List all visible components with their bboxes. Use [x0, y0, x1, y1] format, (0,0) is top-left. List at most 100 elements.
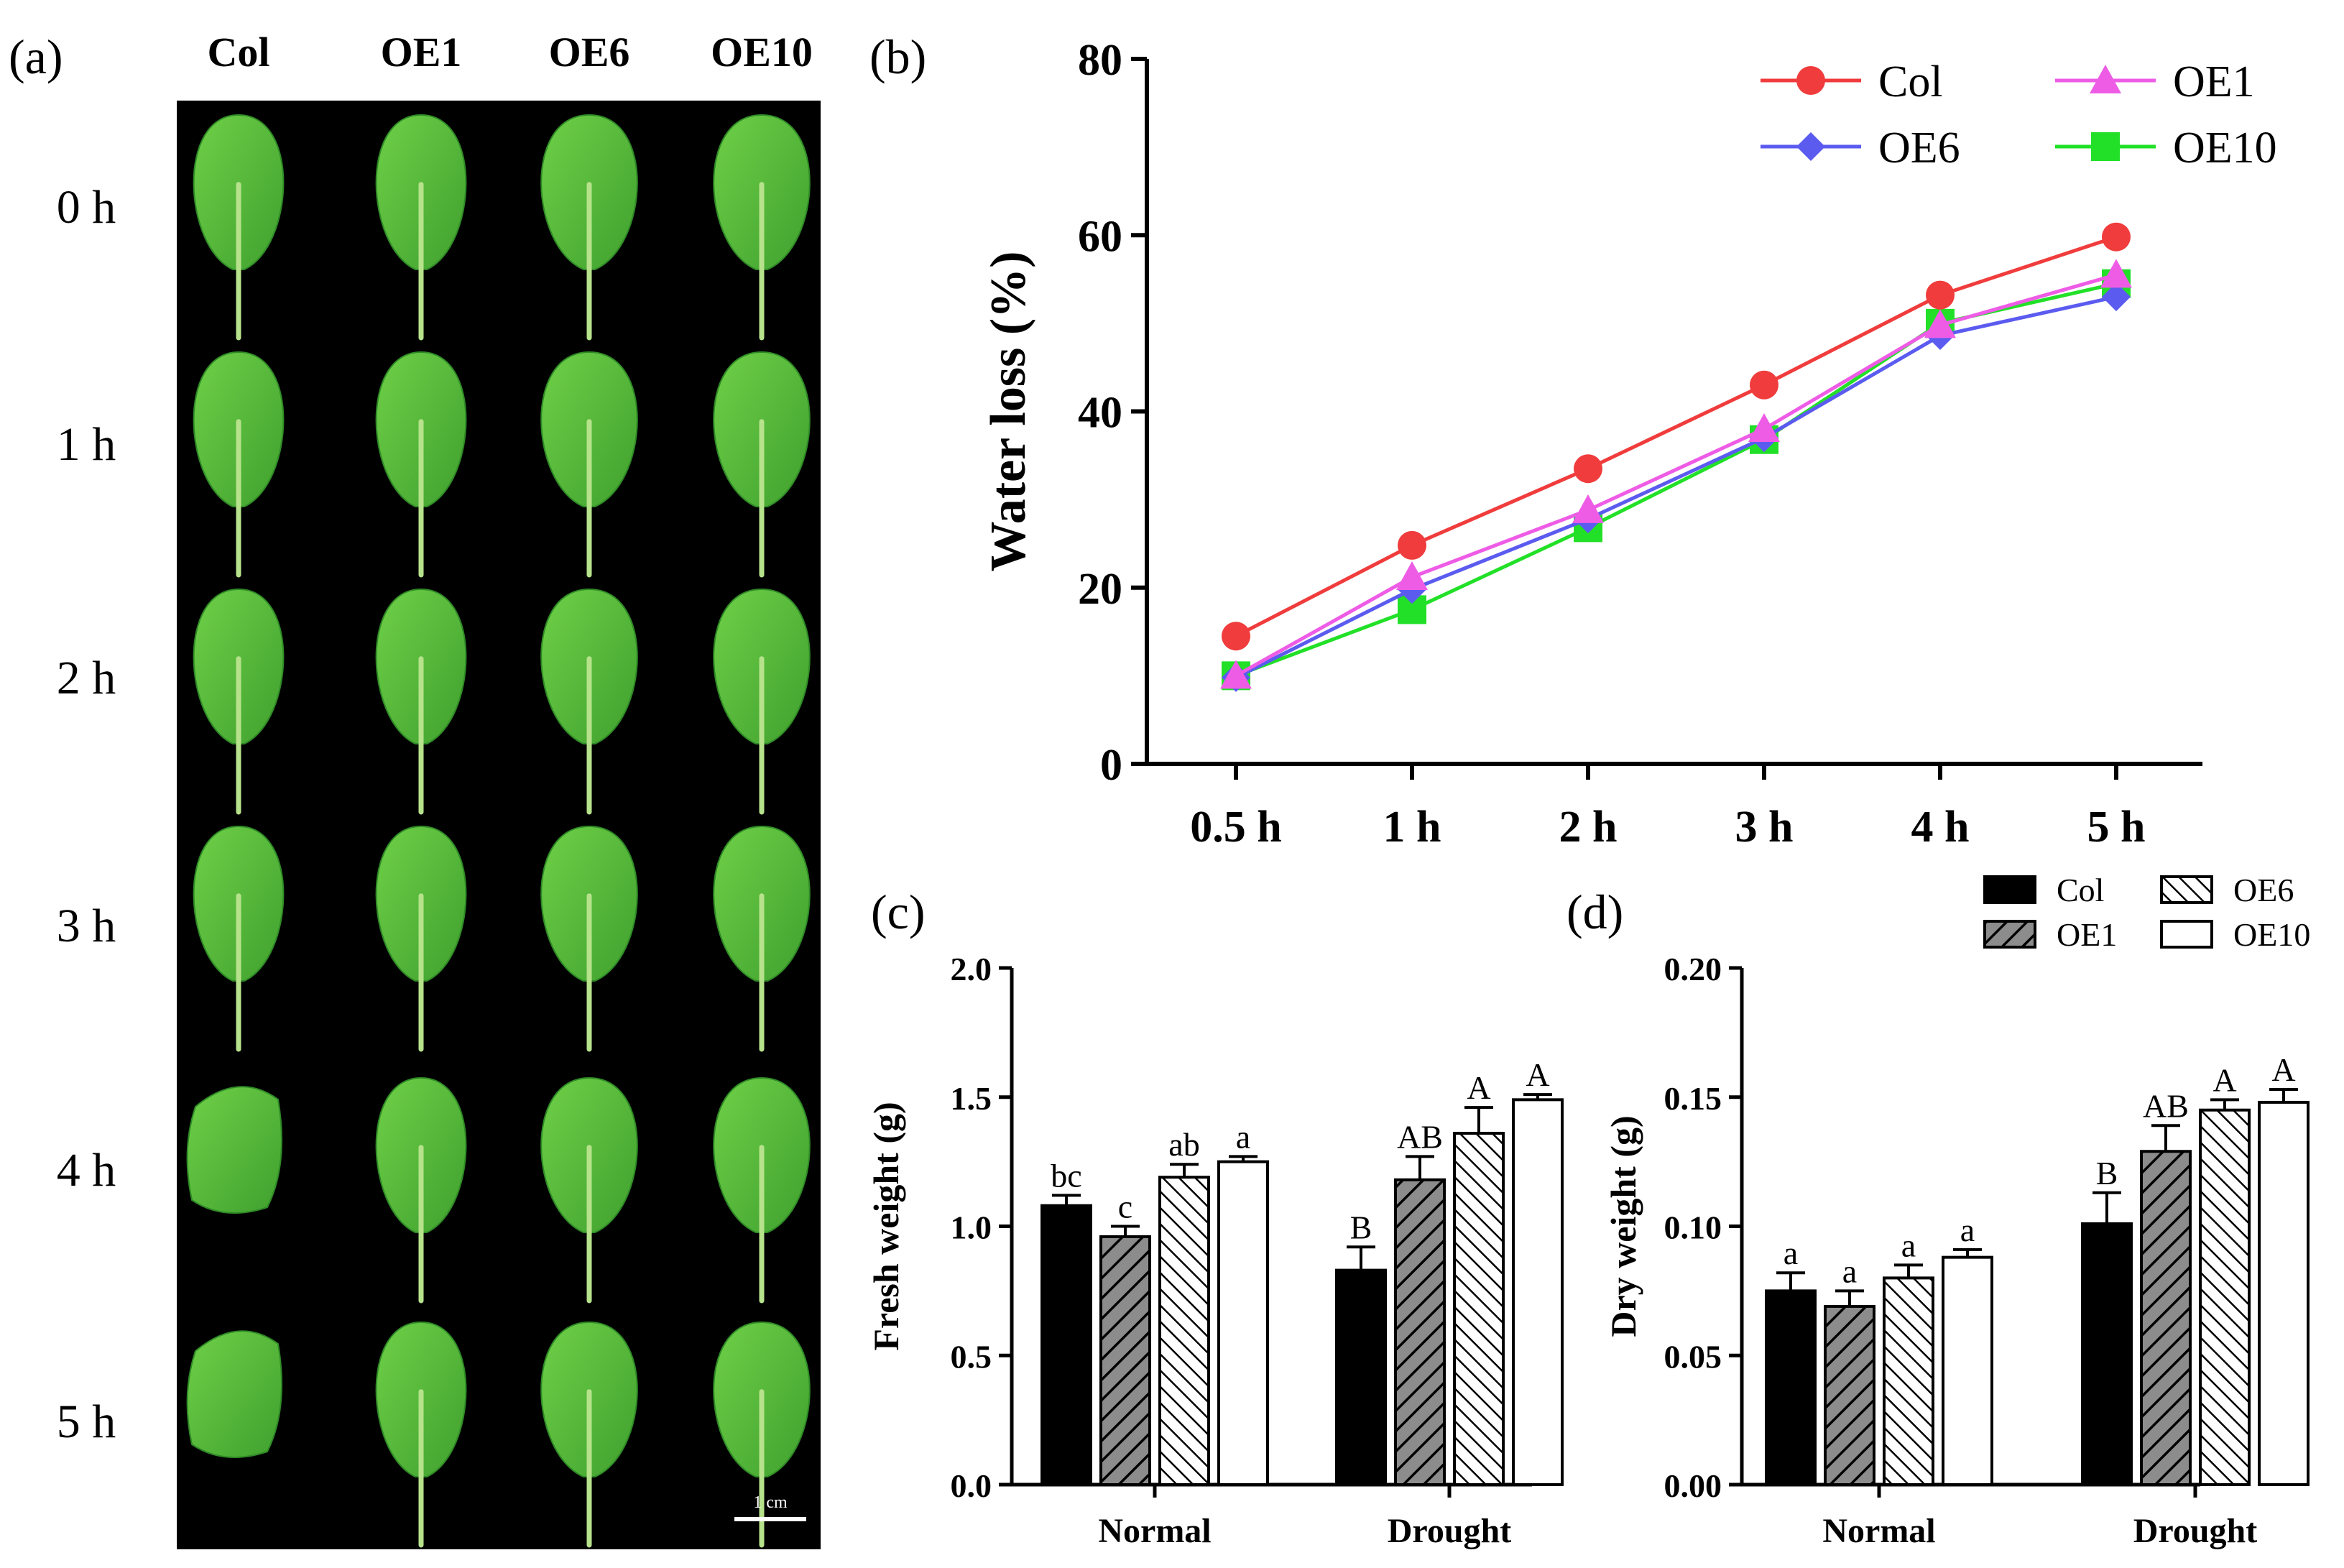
point-col-1	[1398, 530, 1426, 560]
leaf-photo-background	[177, 101, 821, 1549]
panel-c-bar-normal-oe10	[1217, 1160, 1269, 1486]
point-col-5	[2102, 222, 2131, 252]
series-line-oe1	[1235, 273, 2117, 678]
scale-bar-label: 1 cm	[753, 1493, 788, 1512]
panel-a-label: (a)	[9, 29, 63, 84]
panel-c-letter-0-2: ab	[1168, 1126, 1199, 1163]
panel-d-bar-normal-oe6	[1883, 1276, 1934, 1487]
panel-b-xtick-label-5: 5 h	[2087, 803, 2146, 852]
panel-d-bar-normal-col	[1765, 1289, 1817, 1486]
panel-c-bar-drought-oe1	[1394, 1178, 1446, 1487]
panel-d-bar-drought-col	[2081, 1222, 2133, 1487]
panel-c-bar-normal-col	[1041, 1204, 1092, 1486]
series-line-oe6	[1235, 295, 2117, 680]
point-oe1-3	[1748, 413, 1780, 443]
panel-b-ytick-label-2: 40	[1078, 389, 1122, 438]
panel-d-ytick-label-0: 0.00	[1664, 1467, 1722, 1504]
panel-c-letter-0-3: a	[1236, 1118, 1250, 1155]
panel-b-ytick-label-1: 20	[1078, 565, 1122, 614]
panel-d-bar-normal-oe10	[1942, 1255, 1993, 1486]
panel-d-letter-1-0: B	[2096, 1155, 2118, 1191]
panel-c-y-axis-title: Fresh weight (g)	[866, 1102, 906, 1350]
bar-legend: Col OE1 OE6 OE10	[1983, 872, 2310, 953]
series-line-col	[1235, 235, 2117, 638]
bar-legend-label-col: Col	[2057, 872, 2104, 908]
legend-label-oe10: OE10	[2173, 124, 2277, 172]
panel-c-letter-1-2: A	[1467, 1069, 1490, 1106]
row-label-5: 5 h	[57, 1396, 116, 1448]
point-oe1-2	[1572, 494, 1604, 523]
panel-c-fresh-weight-chart: (c) 0.0 0.5 1.0 1.5 2.0 Fresh weight (g) Normal…	[866, 885, 1564, 1550]
panel-d-bar-normal-oe1	[1824, 1304, 1875, 1486]
bar-legend-label-oe10: OE10	[2233, 916, 2310, 953]
panel-d-ytick-label-4: 0.20	[1664, 951, 1722, 987]
panel-b-xtick-label-3: 3 h	[1735, 803, 1794, 852]
panel-d-letter-0-1: a	[1842, 1253, 1857, 1289]
leaf-0-5	[186, 1330, 282, 1458]
bar-legend-swatch-oe10	[2160, 920, 2213, 949]
panel-c-ytick-label-3: 1.5	[951, 1080, 992, 1117]
legend-label-oe1: OE1	[2173, 57, 2255, 106]
panel-d-ytick-label-1: 0.05	[1664, 1338, 1722, 1375]
panel-c-letter-0-1: c	[1118, 1189, 1132, 1225]
panel-d-category-normal: Normal	[1822, 1512, 1935, 1550]
leaf-grid	[186, 114, 811, 1548]
panel-c-category-normal: Normal	[1098, 1512, 1211, 1550]
point-oe1-1	[1396, 561, 1428, 591]
panel-b-xtick-label-1: 1 h	[1383, 803, 1441, 852]
panel-c-bar-drought-oe6	[1453, 1132, 1505, 1486]
row-label-1: 1 h	[57, 418, 116, 471]
point-oe1-4	[1924, 309, 1956, 338]
point-col-3	[1750, 370, 1778, 400]
panel-c-letter-0-0: bc	[1051, 1157, 1081, 1194]
column-label-oe1: OE1	[381, 29, 462, 75]
column-label-oe6: OE6	[549, 29, 630, 75]
panel-d-letter-0-2: a	[1901, 1227, 1916, 1263]
panel-d-dry-weight-chart: (d) 0.00 0.05 0.10 0.15 0.20 Dry weight (g) Nor…	[1566, 885, 2310, 1550]
point-col-0	[1222, 622, 1250, 651]
panel-c-category-drought: Drought	[1388, 1512, 1511, 1550]
panel-d-bar-drought-oe1	[2140, 1150, 2192, 1486]
panel-b-xtick-label-0: 0.5 h	[1190, 803, 1281, 852]
panel-b-ytick-label-0: 0	[1100, 741, 1122, 790]
panel-d-ytick-label-3: 0.15	[1664, 1080, 1722, 1117]
panel-c-letter-1-0: B	[1350, 1209, 1372, 1245]
panel-c-ytick-label-1: 0.5	[951, 1338, 992, 1375]
legend-marker-col	[1796, 66, 1825, 95]
panel-d-label: (d)	[1566, 885, 1623, 939]
row-label-0: 0 h	[57, 181, 116, 234]
panel-c-ytick-label-2: 1.0	[951, 1209, 992, 1246]
column-label-oe10: OE10	[711, 29, 813, 75]
panel-c-ytick-label-0: 0.0	[951, 1467, 992, 1504]
bar-legend-swatch-oe6	[2160, 875, 2213, 904]
panel-b-legend: Col OE1 OE6 OE10	[1761, 57, 2277, 172]
row-label-4: 4 h	[57, 1144, 116, 1196]
panel-d-category-drought: Drought	[2133, 1512, 2257, 1550]
panel-c-ytick-label-4: 2.0	[951, 951, 992, 987]
legend-marker-oe10	[2091, 132, 2120, 161]
panel-d-bar-drought-oe10	[2258, 1100, 2310, 1486]
panel-b-y-axis-title: Water loss (%)	[981, 252, 1036, 572]
point-col-2	[1574, 454, 1602, 484]
panel-c-letter-1-1: AB	[1397, 1118, 1443, 1155]
bar-legend-label-oe6: OE6	[2233, 872, 2294, 908]
bar-legend-swatch-col	[1983, 875, 2036, 904]
panel-c-bar-drought-col	[1335, 1268, 1387, 1486]
legend-label-oe6: OE6	[1878, 124, 1960, 172]
panel-d-letter-1-2: A	[2213, 1061, 2236, 1098]
point-oe6-5	[2102, 282, 2131, 312]
legend-marker-oe6	[1796, 132, 1825, 161]
panel-c-bar-drought-oe10	[1512, 1098, 1564, 1486]
bar-legend-label-oe1: OE1	[2057, 916, 2117, 953]
panel-b-water-loss-chart: (b) 0 20 40 60 80 0.5 h 1 h 2 h 3 h 4 h 5 h Water lo…	[869, 29, 2277, 852]
leaf-0-4	[186, 1086, 282, 1214]
point-oe1-0	[1220, 660, 1252, 689]
panel-d-letter-0-3: a	[1960, 1212, 1975, 1248]
panel-b-label: (b)	[869, 29, 926, 84]
panel-c-label: (c)	[871, 885, 925, 939]
column-label-col: Col	[208, 29, 270, 75]
bar-legend-swatch-oe1	[1983, 920, 2036, 949]
panel-b-xtick-label-4: 4 h	[1911, 803, 1970, 852]
panel-d-letter-1-1: AB	[2143, 1087, 2189, 1124]
panel-d-letter-1-3: A	[2271, 1051, 2295, 1088]
